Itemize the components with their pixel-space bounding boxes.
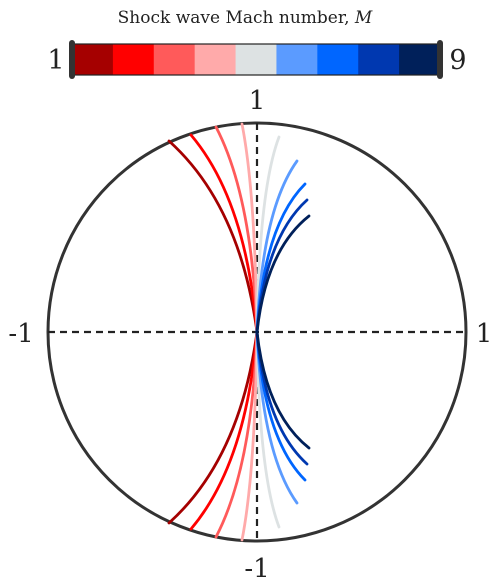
axis-label-top: 1 — [249, 86, 266, 116]
shock-curves — [167, 122, 311, 542]
colorbar-min-label: 1 — [47, 45, 64, 76]
axis-label-left: -1 — [8, 319, 33, 349]
colorbar-left-cap — [69, 40, 75, 79]
colorbar-segment-2 — [112, 44, 155, 75]
colorbar-segment-9 — [399, 44, 441, 75]
colorbar-right-cap — [437, 40, 443, 79]
colorbar-segment-1 — [72, 44, 114, 75]
colorbar-segment-5 — [235, 44, 277, 75]
colorbar-segment-4 — [194, 44, 237, 75]
colorbar-segment-6 — [276, 44, 318, 75]
colorbar-max-label: 9 — [449, 45, 466, 76]
colorbar-title-symbol: M — [354, 8, 373, 28]
axis-label-bottom: -1 — [244, 554, 269, 583]
colorbar-segment-7 — [317, 44, 359, 75]
colorbar-segment-8 — [358, 44, 400, 75]
colorbar — [69, 40, 443, 79]
axis-label-right: 1 — [476, 319, 490, 349]
colorbar-title: Shock wave Mach number, M — [118, 8, 373, 28]
shock-curve-m2 — [189, 133, 259, 531]
colorbar-title-text: Shock wave Mach number, — [118, 8, 355, 28]
shock-curve-m9 — [255, 214, 311, 450]
colorbar-segment-3 — [153, 44, 196, 75]
